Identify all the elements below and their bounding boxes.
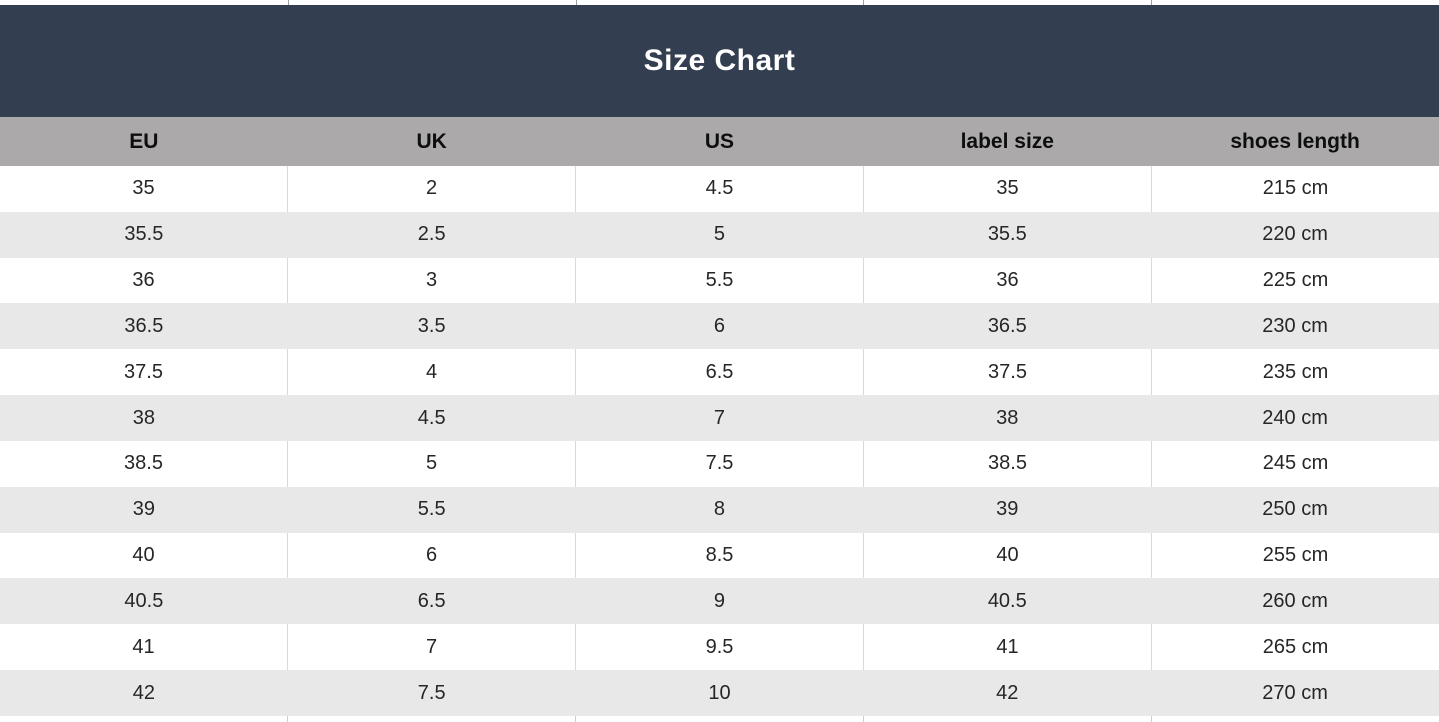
table-cell: 40 (132, 544, 155, 567)
table-cell: 36.5 (124, 314, 164, 337)
table-cell: 265 cm (1151, 624, 1439, 671)
table-row: 36.5 3.5 6 36.5 230 cm (0, 303, 1439, 350)
table-cell: 36 (132, 269, 155, 292)
table-cell: 38 (132, 406, 156, 429)
table-cell: 38 (996, 406, 1019, 429)
table-row: 40.5 6.5 9 40.5 260 cm (0, 578, 1439, 625)
top-edge-strip (0, 0, 1439, 5)
table-cell: 7 (287, 624, 575, 671)
table-cell: 260 cm (1262, 589, 1328, 612)
column-header-uk: UK (416, 129, 447, 153)
table-cell: 42 (132, 681, 156, 704)
table-cell: 7.5 (575, 440, 863, 487)
header-row: EU UK US label size shoes length (0, 117, 1439, 166)
table-cell: 37.5 (124, 360, 163, 383)
table-cell: 38.5 (863, 440, 1151, 487)
table-cell: 5 (287, 440, 575, 487)
column-divider-tick (863, 0, 865, 5)
table-cell: 7 (713, 406, 726, 429)
table-cell: 3.5 (417, 314, 446, 337)
table-cell: 35.5 (987, 223, 1027, 246)
table-row: 38 4.5 7 38 240 cm (0, 395, 1439, 441)
table-row: 35.5 2.5 5 35.5 220 cm (0, 211, 1439, 258)
table-cell: 2.5 (417, 223, 446, 246)
table-cell: 37.5 (863, 349, 1151, 396)
column-header-label-size: label size (960, 129, 1054, 153)
table-cell: 5.5 (417, 498, 446, 521)
table-cell: 6.5 (417, 589, 446, 612)
bottom-edge-strip (0, 715, 1439, 722)
column-divider-tick (575, 0, 577, 5)
table-cell: 220 cm (1262, 223, 1328, 246)
table-cell: 36 (863, 257, 1151, 304)
table-cell: 6 (713, 314, 726, 337)
table-cell: 2 (287, 166, 575, 212)
table-cell: 9.5 (575, 624, 863, 671)
table-row: 41 7 9.5 41 265 cm (0, 624, 1439, 671)
table-cell: 245 cm (1151, 440, 1439, 487)
table-cell: 5.5 (575, 257, 863, 304)
table-row: 36 3 5.5 36 225 cm (0, 257, 1439, 304)
table-cell: 7.5 (417, 681, 446, 704)
table-row: 39 5.5 8 39 250 cm (0, 486, 1439, 533)
table-cell: 250 cm (1262, 498, 1328, 521)
table-cell: 4 (287, 349, 575, 396)
table-cell: 225 cm (1151, 257, 1439, 304)
table-cell: 6 (287, 532, 575, 579)
title-banner: Size Chart (0, 5, 1439, 117)
table-row: 40 6 8.5 40 255 cm (0, 532, 1439, 579)
table-cell: 40 (863, 532, 1151, 579)
table-cell: 41 (863, 624, 1151, 671)
table-row: 38.5 5 7.5 38.5 245 cm (0, 440, 1439, 487)
table-cell: 42 (996, 681, 1019, 704)
table-row: 37.5 4 6.5 37.5 235 cm (0, 349, 1439, 396)
table-cell: 4.5 (575, 166, 863, 212)
table-cell: 35 (863, 166, 1151, 212)
table-row: 42 7.5 10 42 270 cm (0, 670, 1439, 716)
table-cell: 230 cm (1262, 314, 1328, 337)
column-header-shoes-length: shoes length (1230, 129, 1360, 153)
table-cell: 235 cm (1151, 349, 1439, 396)
table-cell: 215 cm (1151, 166, 1439, 212)
table-cell: 8.5 (575, 532, 863, 579)
table-cell: 4.5 (417, 406, 446, 429)
table-cell: 35 (132, 177, 155, 200)
table-cell: 39 (132, 498, 156, 521)
table-cell: 41 (132, 635, 155, 658)
table-cell: 35.5 (124, 223, 164, 246)
table-cell: 10 (708, 681, 731, 704)
table-body: 35 2 4.5 35 215 cm 35.5 2.5 5 35.5 220 cm 36 3 5.5 36… (0, 166, 1439, 716)
table-cell: 38.5 (124, 452, 163, 475)
table-cell: 6.5 (575, 349, 863, 396)
table-cell: 9 (713, 589, 726, 612)
table-cell: 40.5 (124, 589, 164, 612)
table-cell: 39 (996, 498, 1019, 521)
table-cell: 270 cm (1262, 681, 1328, 704)
table-cell: 36.5 (987, 314, 1027, 337)
page-title: Size Chart (643, 44, 796, 77)
table-row: 35 2 4.5 35 215 cm (0, 166, 1439, 212)
column-header-eu: EU (129, 129, 159, 153)
column-divider-tick (1151, 0, 1153, 5)
column-divider-tick (287, 0, 289, 5)
table-cell: 240 cm (1262, 406, 1328, 429)
column-header-us: US (704, 129, 735, 153)
table-cell: 3 (287, 257, 575, 304)
table-cell: 8 (713, 498, 726, 521)
table-cell: 5 (713, 223, 726, 246)
table-cell: 40.5 (987, 589, 1027, 612)
table-cell: 255 cm (1151, 532, 1439, 579)
